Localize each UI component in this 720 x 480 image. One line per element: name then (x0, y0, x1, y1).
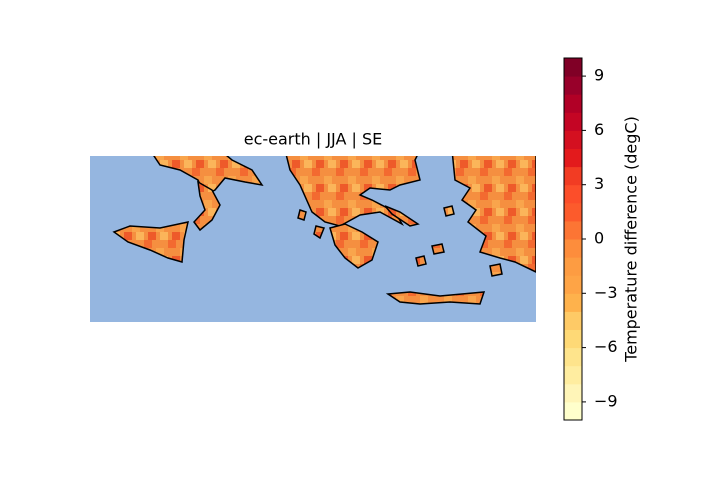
turkey (451, 156, 536, 273)
colorbar-segment (564, 130, 582, 149)
colorbar-segment (564, 311, 582, 330)
colorbar-segment (564, 166, 582, 186)
colorbar-segment (564, 94, 582, 113)
colorbar-segment (564, 184, 582, 204)
island (431, 243, 445, 255)
colorbar-tick-label: −9 (594, 391, 618, 410)
colorbar (564, 58, 582, 421)
calabria (193, 180, 221, 232)
colorbar-tick-label: 6 (594, 120, 604, 139)
colorbar-segment (564, 401, 582, 421)
island (297, 209, 307, 221)
colorbar-segment (564, 293, 582, 312)
sicily (112, 221, 189, 263)
crete (385, 291, 486, 305)
colorbar-tick-label: 9 (594, 66, 604, 85)
colorbar-tick-label: 3 (594, 174, 604, 193)
colorbar-tick-label: −6 (594, 337, 618, 356)
colorbar-segment (564, 202, 582, 222)
colorbar-segment (564, 148, 582, 168)
colorbar-segment (564, 76, 582, 95)
italy (153, 156, 264, 197)
colorbar-segment (564, 257, 582, 276)
land-group (112, 156, 536, 305)
island (489, 263, 503, 277)
peloponnese (329, 223, 379, 269)
colorbar-segment (564, 347, 582, 367)
colorbar-segment (564, 365, 582, 385)
colorbar-segment (564, 58, 582, 77)
colorbar-segment (564, 220, 582, 240)
colorbar-segment (564, 275, 582, 294)
euboea (384, 205, 420, 227)
colorbar-segment (564, 329, 582, 349)
island (313, 225, 326, 240)
island (415, 255, 427, 267)
colorbar-label: Temperature difference (degC) (622, 116, 641, 363)
map-title: ec-earth | JJA | SE (244, 130, 383, 149)
island (443, 205, 455, 217)
colorbar-segment (564, 239, 582, 258)
colorbar-segment (564, 112, 582, 131)
colorbar-tick-label: 0 (594, 229, 604, 248)
colorbar-segment (564, 383, 582, 403)
colorbar-tick-label: −3 (594, 283, 618, 302)
